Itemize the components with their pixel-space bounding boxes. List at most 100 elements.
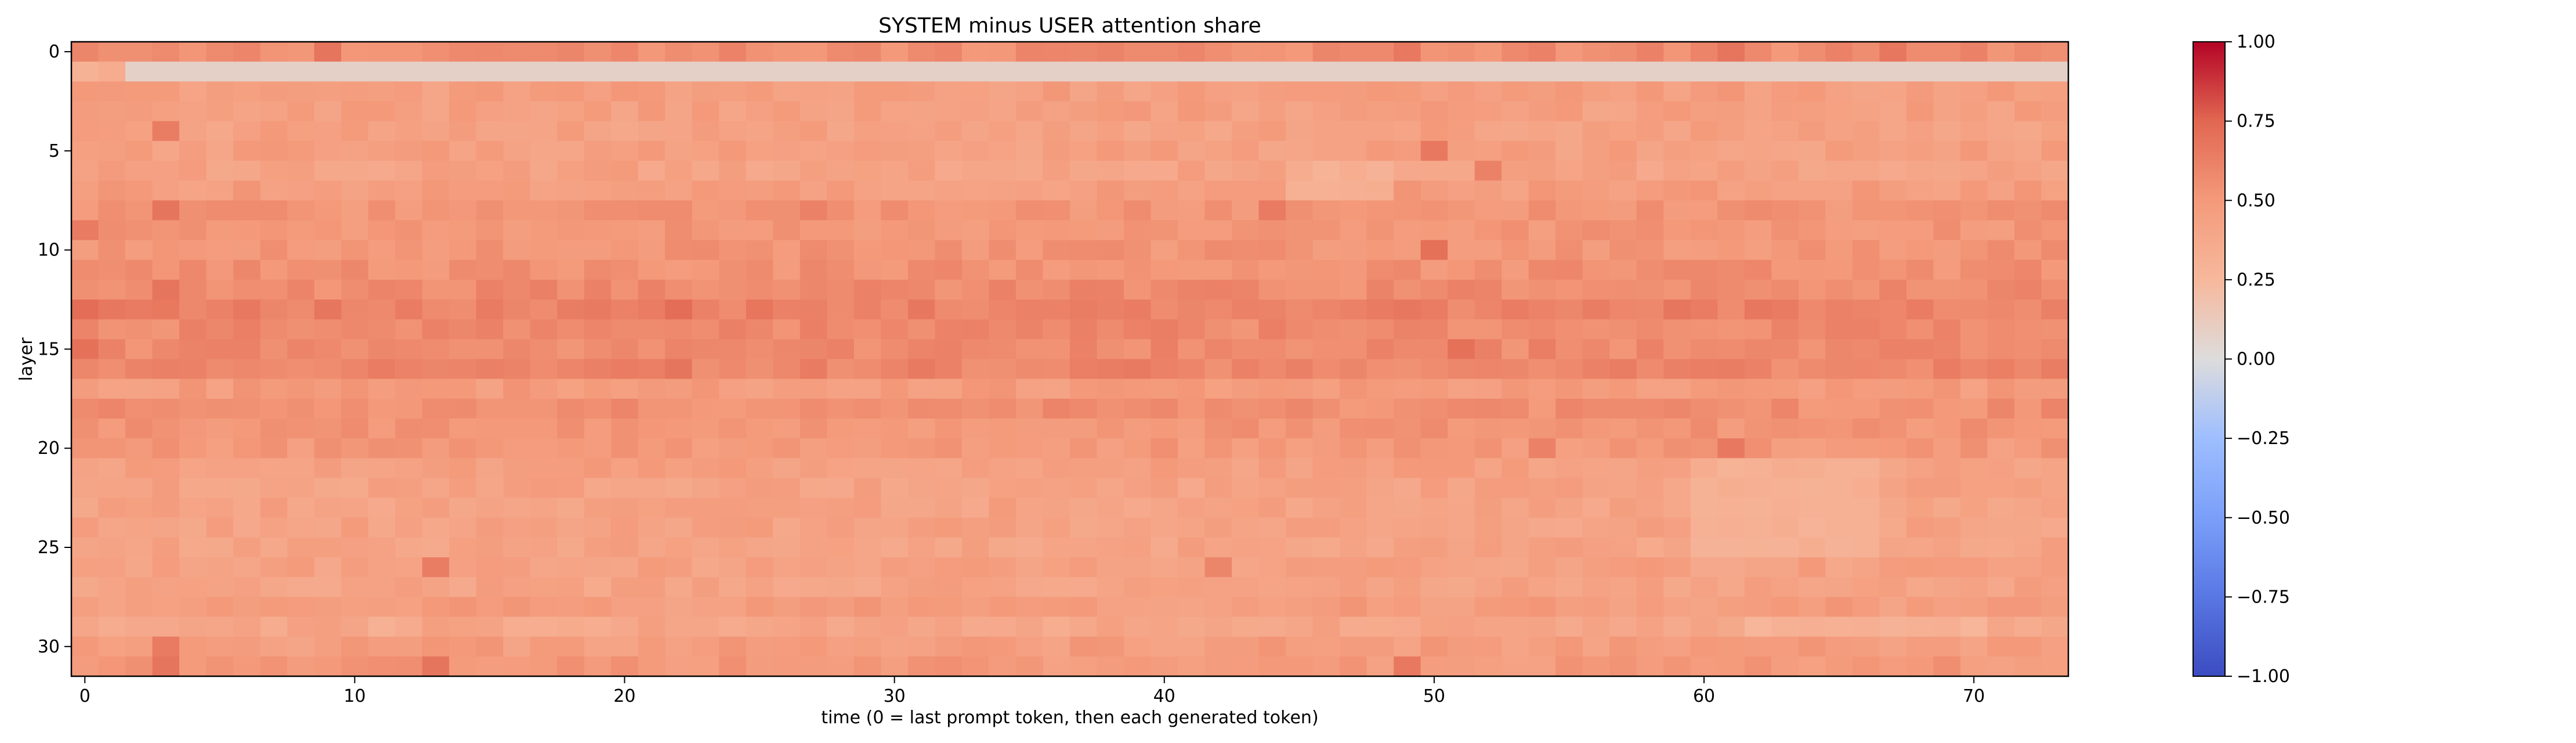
heatmap-cell [476, 636, 504, 657]
heatmap-cell [827, 181, 855, 201]
heatmap-cell [638, 577, 665, 597]
heatmap-cell [1960, 319, 1988, 340]
heatmap-cell [476, 478, 504, 499]
heatmap-cell [907, 656, 936, 677]
heatmap-cell [557, 300, 585, 320]
heatmap-cell [1204, 378, 1232, 399]
heatmap-cell [853, 121, 881, 142]
heatmap-cell [1394, 378, 1421, 399]
heatmap-cell [1366, 636, 1394, 657]
heatmap-cell [1636, 339, 1664, 360]
heatmap-cell [1906, 557, 1934, 578]
heatmap-cell [638, 656, 665, 677]
heatmap-cell [692, 259, 719, 280]
heatmap-cell [1555, 240, 1583, 261]
heatmap-cell [1502, 240, 1529, 261]
heatmap-cell [1960, 62, 1988, 82]
heatmap-cell [1798, 616, 1826, 637]
heatmap-cell [773, 478, 801, 499]
heatmap-cell [1744, 636, 1772, 657]
heatmap-cell [98, 279, 126, 300]
heatmap-cell [1015, 339, 1044, 360]
heatmap-cell [341, 537, 369, 558]
heatmap-cell [71, 656, 99, 677]
heatmap-cell [1906, 418, 1934, 439]
heatmap-cell [1582, 656, 1610, 677]
heatmap-cell [1663, 517, 1691, 538]
heatmap-cell [665, 240, 693, 261]
heatmap-cell [1555, 62, 1583, 82]
heatmap-cell [1070, 616, 1098, 637]
heatmap-cell [1528, 259, 1556, 280]
heatmap-cell [152, 497, 180, 518]
heatmap-cell [395, 458, 423, 479]
heatmap-cell [1394, 259, 1421, 280]
heatmap-cell [1420, 597, 1448, 618]
heatmap-cell [773, 497, 801, 518]
heatmap-cell [1258, 517, 1286, 538]
heatmap-cell [2041, 240, 2069, 261]
heatmap-cell [827, 636, 855, 657]
heatmap-cell [853, 398, 881, 419]
heatmap-cell [1015, 597, 1044, 618]
heatmap-cell [260, 656, 288, 677]
heatmap-cell [881, 478, 909, 499]
heatmap-cell [907, 240, 936, 261]
heatmap-cell [746, 300, 773, 320]
heatmap-cell [1744, 300, 1772, 320]
heatmap-cell [1150, 81, 1178, 102]
heatmap-cell [692, 557, 719, 578]
heatmap-cell [1771, 140, 1799, 161]
heatmap-cell [1178, 616, 1206, 637]
heatmap-cell [1906, 398, 1934, 419]
heatmap-cell [1178, 537, 1206, 558]
heatmap-cell [557, 359, 585, 380]
heatmap-cell [71, 279, 99, 300]
heatmap-cell [449, 319, 477, 340]
heatmap-cell [799, 140, 827, 161]
heatmap-cell [1232, 121, 1260, 142]
heatmap-cell [341, 597, 369, 618]
heatmap-cell [530, 42, 558, 62]
heatmap-cell [287, 636, 315, 657]
heatmap-cell [907, 220, 936, 241]
heatmap-cell [1312, 181, 1340, 201]
heatmap-cell [773, 220, 801, 241]
heatmap-cell [961, 140, 990, 161]
heatmap-cell [1204, 220, 1232, 241]
heatmap-cell [827, 438, 855, 459]
heatmap-cell [746, 81, 773, 102]
heatmap-cell [1448, 398, 1475, 419]
heatmap-cell [71, 438, 99, 459]
heatmap-cell [1960, 359, 1988, 380]
heatmap-cell [1204, 259, 1232, 280]
heatmap-cell [719, 577, 747, 597]
heatmap-cell [341, 359, 369, 380]
heatmap-cell [125, 121, 153, 142]
heatmap-cell [1204, 359, 1232, 380]
heatmap-cell [395, 398, 423, 419]
heatmap-cell [1502, 200, 1529, 221]
heatmap-cell [1448, 279, 1475, 300]
colorbar-tick-label: −0.50 [2237, 508, 2290, 528]
heatmap-cell [2014, 121, 2042, 142]
heatmap-cell [1474, 81, 1502, 102]
heatmap-cell [395, 160, 423, 181]
heatmap-cell [746, 359, 773, 380]
heatmap-cell [341, 339, 369, 360]
heatmap-cell [1015, 121, 1044, 142]
heatmap-cell [935, 160, 963, 181]
heatmap-cell [179, 557, 207, 578]
heatmap-cell [314, 181, 342, 201]
heatmap-cell [1744, 458, 1772, 479]
heatmap-cell [1502, 438, 1529, 459]
heatmap-cell [638, 616, 665, 637]
heatmap-cell [1636, 438, 1664, 459]
heatmap-cell [1420, 240, 1448, 261]
heatmap-cell [1258, 537, 1286, 558]
heatmap-cell [2041, 160, 2069, 181]
heatmap-cell [1771, 557, 1799, 578]
heatmap-cell [152, 81, 180, 102]
heatmap-cell [1690, 656, 1718, 677]
heatmap-cell [1987, 597, 2015, 618]
